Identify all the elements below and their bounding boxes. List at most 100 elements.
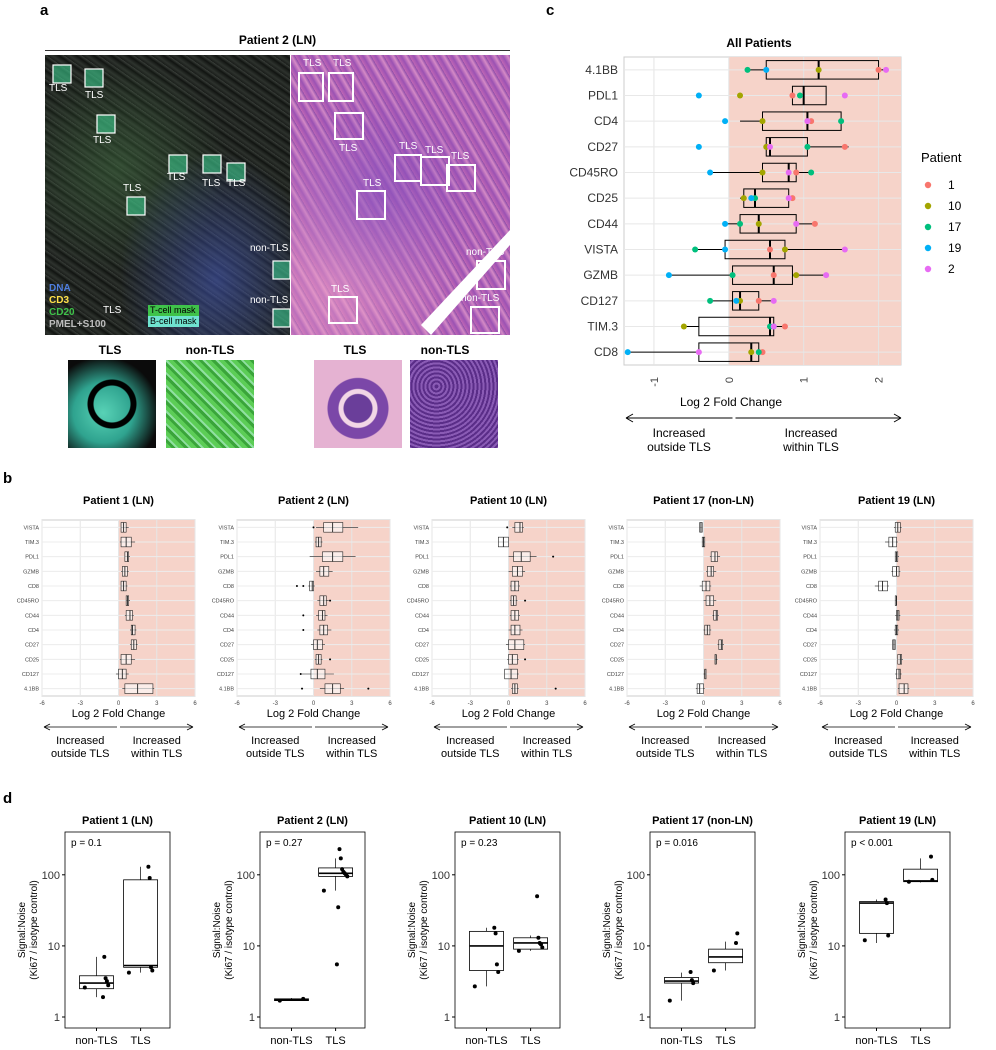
x-tick-label: 1 [799,377,811,383]
y-tick-label: GZMB [413,569,429,575]
y-tick-label: 1 [444,1012,450,1024]
y-tick-label: GZMB [218,569,234,575]
y-tick-label: TIM.3 [220,540,234,546]
right-arrow-label: within TLS [325,748,377,760]
outlier-point [554,687,557,690]
y-tick-label: GZMB [23,569,39,575]
patient-point [707,169,714,176]
panel-d-title: Patient 1 (LN) [82,815,153,827]
patient-point [722,118,729,125]
box [318,610,326,621]
left-arrow-label: outside TLS [829,748,888,760]
y-axis-label: (Ki67 / isotype control) [419,880,430,980]
y-tick-label: CD27 [803,643,817,649]
patient-point [815,66,822,73]
plot-area [259,831,366,1029]
y-tick-label: 10 [243,941,255,953]
he-tls-label: TLS [363,178,382,189]
y-tick-label: 4.1BB [585,63,618,77]
data-point [82,985,87,990]
y-axis-label: Signal:Noise [212,901,223,958]
p-value: p = 0.23 [461,838,498,849]
y-tick-label: 4.1BB [219,687,234,693]
y-tick-label: CD44 [803,613,817,619]
patient-point [680,323,687,330]
y-tick-label: 100 [627,870,645,882]
data-point [906,879,911,884]
panel-d-title: Patient 10 (LN) [469,815,546,827]
plot-area [454,831,561,1029]
patient-point [624,349,631,356]
if-legend-pmel: PMEL+S100 [49,319,106,330]
outlier-point [329,658,332,661]
arrowheads [821,723,972,731]
y-tick-label: 4.1BB [24,687,39,693]
x-tick-label: non-TLS [855,1035,897,1047]
y-tick-label: TIM.3 [610,540,624,546]
y-tick-label: 1 [249,1012,255,1024]
box [124,551,129,562]
y-tick-label: 4.1BB [414,687,429,693]
data-point [146,864,151,869]
patient-point [755,297,762,304]
data-point [688,969,693,974]
y-tick-label: CD25 [25,657,39,663]
y-tick-label: GZMB [608,569,624,575]
data-point [689,978,694,983]
data-point [336,905,341,910]
box [514,522,523,533]
outlier-point [552,555,555,558]
x-tick-label: non-TLS [465,1035,507,1047]
panel-b-xlabel: Log 2 Fold Change [657,708,751,720]
panel-d-title: Patient 17 (non-LN) [652,815,753,827]
y-tick-label: 4.1BB [802,687,817,693]
p-value: p = 0.27 [266,838,303,849]
legend-dot [924,181,932,189]
patient-point [811,220,818,227]
x-tick-label: 6 [971,701,975,707]
y-tick-label: VISTA [802,525,818,531]
data-point [535,894,540,899]
patient-point [808,169,815,176]
zoom-if-tls [68,360,156,448]
box [309,580,314,592]
y-tick-label: PDL1 [588,89,618,103]
y-tick-label: CD8 [594,345,618,359]
y-tick-label: 100 [237,870,255,882]
box [878,580,888,592]
zoom-title-if-tls: TLS [98,343,122,357]
he-tls-label: TLS [339,143,358,154]
y-tick-label: CD25 [803,657,817,663]
y-axis-label: (Ki67 / isotype control) [614,880,625,980]
y-tick-label: CD8 [613,584,624,590]
x-tick-label: -1 [649,377,661,387]
data-point [886,933,891,938]
legend-label: 10 [948,199,962,213]
panel-b-title: Patient 19 (LN) [858,495,935,507]
y-tick-label: CD44 [610,613,624,619]
chart-c-right-arrow-2: within TLS [782,440,839,454]
y-tick-label: CD27 [220,643,234,649]
x-tick-label: TLS [326,1035,346,1047]
outlier-point [295,585,298,587]
he-tls-label: TLS [399,141,418,152]
plot-area [649,831,756,1029]
x-tick-label: -6 [429,701,435,707]
box [125,610,133,621]
y-tick-label: 1 [834,1012,840,1024]
arrowheads [43,723,194,731]
right-arrow-label: within TLS [908,748,960,760]
zoom-title-if-nontls: non-TLS [185,343,235,357]
x-tick-label: 6 [193,701,197,707]
box [508,654,518,665]
chart-c-left-arrow-1: Increased [653,426,706,440]
zoom-he-nontls [410,360,498,448]
panel-b-title: Patient 10 (LN) [470,495,547,507]
if-mask-legend: T-cell mask B-cell mask [148,305,199,327]
zoom-title-he-nontls: non-TLS [420,343,470,357]
data-point [301,996,306,1001]
y-tick-label: PDL1 [25,555,39,561]
if-nontls-label: non-TLS [250,243,289,254]
chart-c-right-arrow-1: Increased [785,426,838,440]
left-arrow-label: outside TLS [51,748,110,760]
